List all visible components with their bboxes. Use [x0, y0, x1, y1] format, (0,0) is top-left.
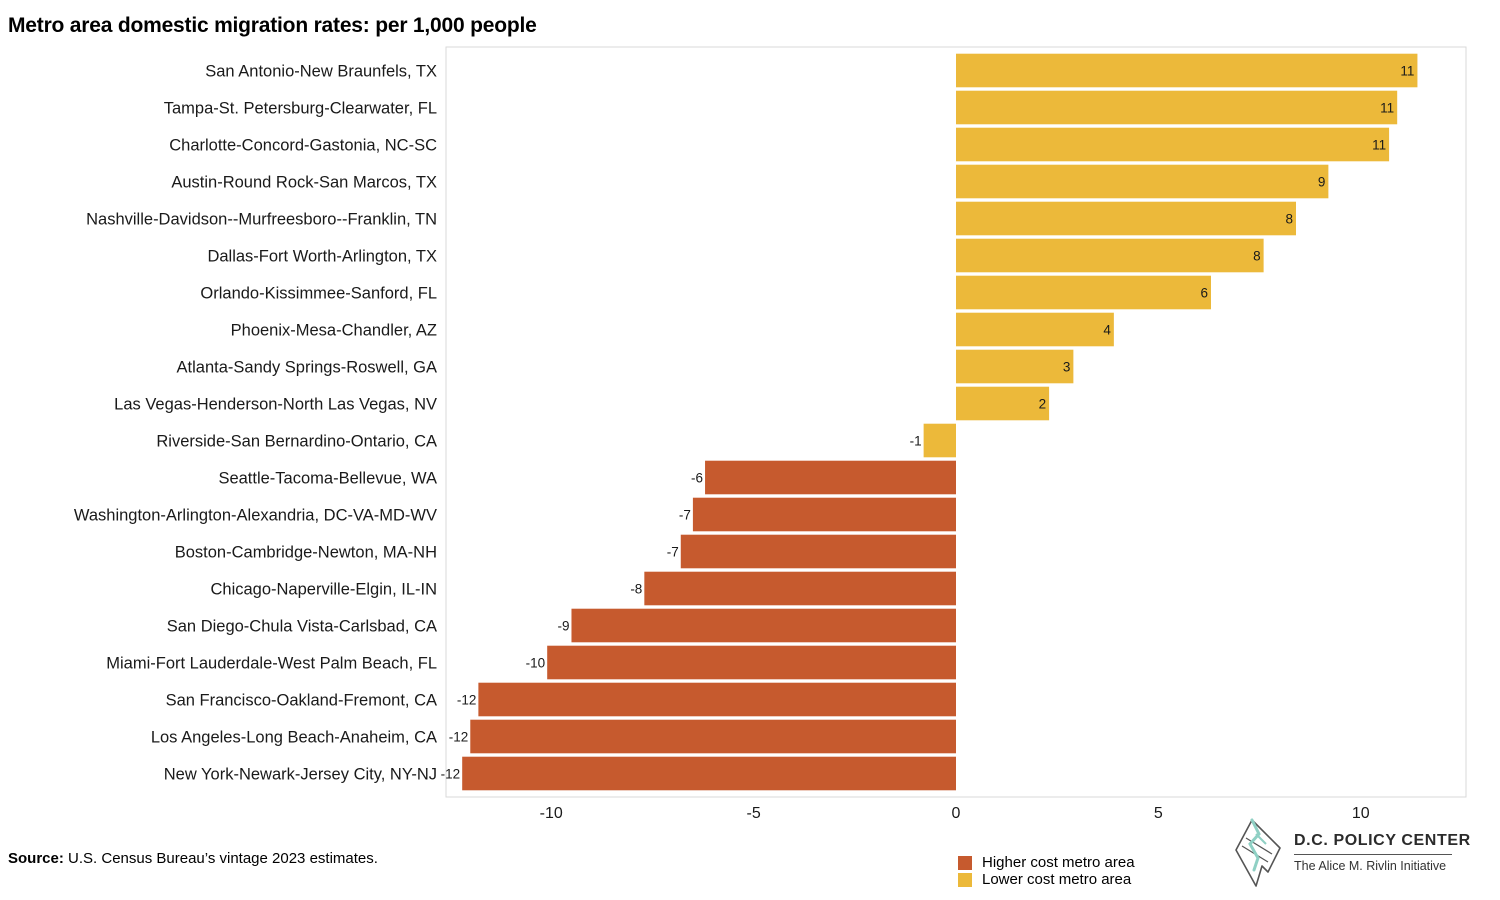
data-label: 8	[1253, 249, 1261, 264]
category-label: Charlotte-Concord-Gastonia, NC-SC	[169, 137, 437, 155]
bar-9	[956, 349, 1074, 384]
legend-item-lower: Lower cost metro area	[958, 871, 1135, 888]
bar-4	[956, 164, 1329, 199]
data-label: -10	[526, 656, 546, 671]
brand-name: D.C. POLICY CENTER	[1294, 832, 1471, 849]
source-note: Source: U.S. Census Bureau’s vintage 202…	[8, 850, 378, 867]
bar-20	[462, 756, 956, 791]
data-label: 11	[1400, 64, 1414, 79]
data-label: 3	[1063, 360, 1071, 375]
category-label: San Antonio-New Braunfels, TX	[205, 63, 437, 81]
bar-13	[692, 497, 956, 532]
data-label: 11	[1380, 101, 1394, 116]
category-label: Orlando-Kissimmee-Sanford, FL	[200, 285, 437, 303]
bar-6	[956, 238, 1264, 273]
source-text: U.S. Census Bureau’s vintage 2023 estima…	[68, 850, 378, 867]
bar-5	[956, 201, 1296, 236]
data-label: -12	[441, 767, 461, 782]
x-tick-label: 5	[1154, 805, 1163, 822]
category-label: Las Vegas-Henderson-North Las Vegas, NV	[114, 396, 437, 414]
bar-18	[478, 682, 956, 717]
legend-swatch-lower	[958, 872, 972, 887]
bar-chart: San Antonio-New Braunfels, TX 11 Tampa-St.…	[74, 46, 1467, 822]
category-label: Phoenix-Mesa-Chandler, AZ	[231, 322, 437, 340]
data-label: -7	[679, 508, 691, 523]
brand-divider	[1294, 854, 1452, 855]
category-label: New York-Newark-Jersey City, NY-NJ	[164, 766, 437, 784]
data-label: -8	[630, 582, 642, 597]
data-label: 8	[1285, 212, 1293, 227]
bar-10	[956, 386, 1050, 421]
category-label: Tampa-St. Petersburg-Clearwater, FL	[164, 100, 437, 118]
category-label: Boston-Cambridge-Newton, MA-NH	[175, 544, 437, 562]
bar-11	[923, 423, 956, 458]
data-label: 6	[1200, 286, 1208, 301]
bar-1	[956, 53, 1418, 88]
category-label: Atlanta-Sandy Springs-Roswell, GA	[177, 359, 437, 377]
category-label: Nashville-Davidson--Murfreesboro--Frankl…	[86, 211, 437, 229]
data-label: -9	[557, 619, 569, 634]
data-label: -1	[910, 434, 922, 449]
legend: Higher cost metro area Lower cost metro …	[958, 854, 1135, 888]
bar-19	[470, 719, 956, 754]
category-label: Los Angeles-Long Beach-Anaheim, CA	[151, 729, 437, 747]
legend-label-higher: Higher cost metro area	[982, 854, 1135, 871]
data-label: 4	[1103, 323, 1111, 338]
x-tick-label: 0	[952, 805, 961, 822]
legend-swatch-higher	[958, 855, 972, 870]
legend-label-lower: Lower cost metro area	[982, 871, 1132, 888]
bar-17	[547, 645, 956, 680]
bar-15	[644, 571, 956, 606]
bar-12	[705, 460, 956, 495]
category-label: Chicago-Naperville-Elgin, IL-IN	[210, 581, 437, 599]
category-label: San Francisco-Oakland-Fremont, CA	[166, 692, 437, 710]
bar-8	[956, 312, 1114, 347]
category-label: Dallas-Fort Worth-Arlington, TX	[207, 248, 437, 266]
data-label: 2	[1039, 397, 1047, 412]
bar-16	[571, 608, 956, 643]
category-label: San Diego-Chula Vista-Carlsbad, CA	[167, 618, 437, 636]
legend-item-higher: Higher cost metro area	[958, 854, 1135, 871]
category-label: Austin-Round Rock-San Marcos, TX	[171, 174, 437, 192]
source-label: Source:	[8, 850, 64, 867]
category-label: Seattle-Tacoma-Bellevue, WA	[218, 470, 437, 488]
bar-3	[956, 127, 1390, 162]
brand-tagline: The Alice M. Rivlin Initiative	[1294, 859, 1447, 873]
x-tick-label: 10	[1352, 805, 1370, 822]
data-label: -7	[667, 545, 679, 560]
data-label: 11	[1372, 138, 1386, 153]
x-tick-label: -10	[540, 805, 563, 822]
plot-frame	[445, 46, 1467, 798]
category-label: Riverside-San Bernardino-Ontario, CA	[156, 433, 437, 451]
x-tick-label: -5	[747, 805, 761, 822]
dc-map-icon	[1235, 818, 1281, 887]
data-label: -6	[691, 471, 703, 486]
data-label: -12	[449, 730, 469, 745]
category-label: Miami-Fort Lauderdale-West Palm Beach, F…	[106, 655, 437, 673]
bar-7	[956, 275, 1211, 310]
bar-2	[956, 90, 1398, 125]
data-label: 9	[1318, 175, 1326, 190]
data-label: -12	[457, 693, 477, 708]
dc-policy-center-logo: D.C. POLICY CENTER The Alice M. Rivlin I…	[1232, 814, 1470, 890]
bar-14	[680, 534, 956, 569]
category-label: Washington-Arlington-Alexandria, DC-VA-M…	[74, 507, 437, 525]
chart-title: Metro area domestic migration rates: per…	[8, 14, 537, 37]
